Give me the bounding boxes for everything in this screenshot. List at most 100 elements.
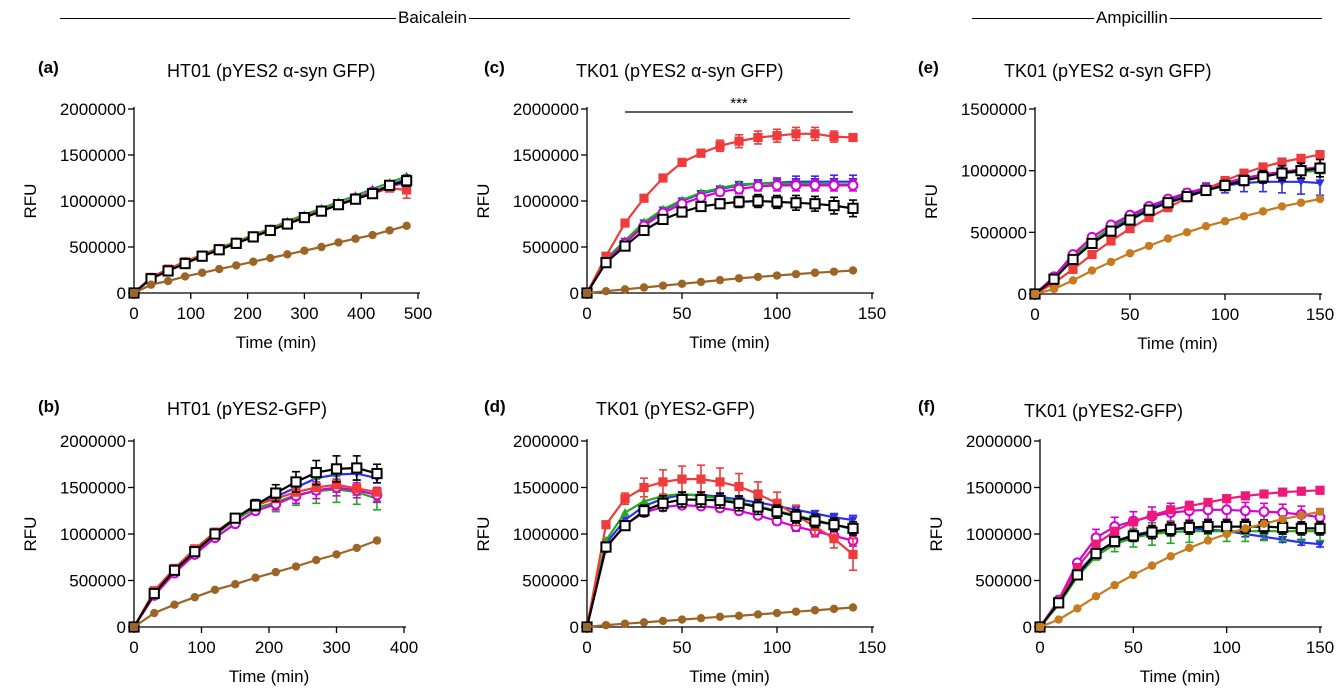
data-point xyxy=(197,268,207,277)
data-point xyxy=(810,268,820,277)
data-point xyxy=(753,272,763,282)
data-point xyxy=(752,195,764,207)
data-point xyxy=(601,520,611,530)
x-tick-label: 150 xyxy=(858,638,886,657)
data-point xyxy=(1277,521,1289,534)
data-point xyxy=(1315,179,1325,188)
x-axis-title: Time (min) xyxy=(229,667,310,686)
data-point xyxy=(168,564,181,576)
data-point xyxy=(349,193,362,205)
data-point xyxy=(752,501,764,513)
data-point xyxy=(402,185,412,195)
data-point xyxy=(1182,228,1192,237)
data-point xyxy=(283,250,292,259)
data-point xyxy=(791,607,801,616)
data-point xyxy=(366,188,379,200)
x-tick-label: 50 xyxy=(1121,305,1140,324)
data-point xyxy=(1068,264,1078,274)
data-point xyxy=(1067,253,1079,266)
data-point xyxy=(1143,204,1155,216)
data-point xyxy=(772,271,782,280)
y-axis-title: RFU xyxy=(21,184,40,219)
data-point xyxy=(734,481,744,492)
data-point xyxy=(658,281,668,290)
y-axis-title: RFU xyxy=(927,517,946,552)
data-point xyxy=(1315,485,1325,495)
data-point xyxy=(715,275,725,285)
data-point xyxy=(146,280,156,289)
data-point xyxy=(1297,511,1306,520)
data-point xyxy=(1086,237,1098,250)
data-point xyxy=(657,213,669,226)
data-point xyxy=(372,487,382,497)
data-point xyxy=(677,474,687,484)
chart-c: 0 50 100 150 0 500000 1000000 1500000 2000000 Tim… xyxy=(474,95,886,352)
data-point xyxy=(658,477,668,487)
header-label-ampicillin: Ampicillin xyxy=(1094,8,1170,28)
data-point xyxy=(1068,276,1078,285)
data-point xyxy=(1295,522,1307,535)
data-point xyxy=(332,199,345,211)
panel-title: HT01 (pYES2 α-syn GFP) xyxy=(167,61,376,81)
x-tick-label: 300 xyxy=(322,638,350,657)
data-point xyxy=(162,265,174,277)
data-point xyxy=(1128,517,1138,527)
data-point xyxy=(1202,520,1214,533)
data-point xyxy=(352,483,362,494)
data-point xyxy=(753,489,763,499)
data-point xyxy=(1259,519,1269,528)
data-point xyxy=(848,516,858,525)
data-point xyxy=(1296,178,1306,187)
y-tick-label: 1500000 xyxy=(513,146,579,165)
data-point xyxy=(620,619,630,628)
data-point xyxy=(696,148,706,158)
series-line xyxy=(1034,197,1321,296)
data-point xyxy=(1105,225,1117,237)
data-point xyxy=(582,288,592,298)
data-point xyxy=(639,283,649,292)
data-point xyxy=(715,477,725,487)
y-axis-title: RFU xyxy=(21,517,40,552)
data-point xyxy=(1087,266,1097,275)
x-axis-title: Time (min) xyxy=(1140,667,1221,686)
panel-letter: (a) xyxy=(38,58,59,77)
data-point xyxy=(848,132,858,143)
data-point xyxy=(790,179,802,191)
data-point xyxy=(828,179,840,191)
data-point xyxy=(290,476,302,488)
y-tick-label: 0 xyxy=(1018,285,1027,304)
data-point xyxy=(180,272,190,281)
y-tick-label: 1000000 xyxy=(966,525,1032,544)
data-point xyxy=(1181,190,1193,203)
data-point xyxy=(1166,552,1175,561)
data-point xyxy=(848,266,858,275)
data-point xyxy=(619,520,631,532)
data-point xyxy=(1314,162,1326,174)
data-point xyxy=(1201,221,1211,231)
data-point xyxy=(401,175,413,187)
data-point xyxy=(215,264,224,274)
y-tick-label: 500000 xyxy=(69,572,126,591)
data-point xyxy=(311,482,321,493)
data-point xyxy=(1315,150,1325,160)
data-point xyxy=(1277,202,1287,211)
y-tick-label: 2000000 xyxy=(513,100,579,119)
data-point xyxy=(1185,543,1194,553)
panel-letter: (d) xyxy=(484,397,506,416)
series-line xyxy=(1039,530,1320,628)
panel-title: HT01 (pYES2-GFP) xyxy=(167,399,328,419)
data-point xyxy=(1203,497,1213,507)
x-tick-label: 400 xyxy=(347,304,375,323)
x-tick-label: 50 xyxy=(1124,638,1143,657)
y-tick-label: 0 xyxy=(117,618,126,637)
data-point xyxy=(1220,217,1230,226)
data-point xyxy=(676,206,688,218)
data-point xyxy=(1090,547,1102,560)
data-point xyxy=(1203,536,1213,545)
data-point xyxy=(1257,171,1269,183)
data-point xyxy=(1071,569,1083,581)
data-point xyxy=(1162,197,1174,209)
data-point xyxy=(677,157,687,167)
data-point xyxy=(281,218,293,230)
